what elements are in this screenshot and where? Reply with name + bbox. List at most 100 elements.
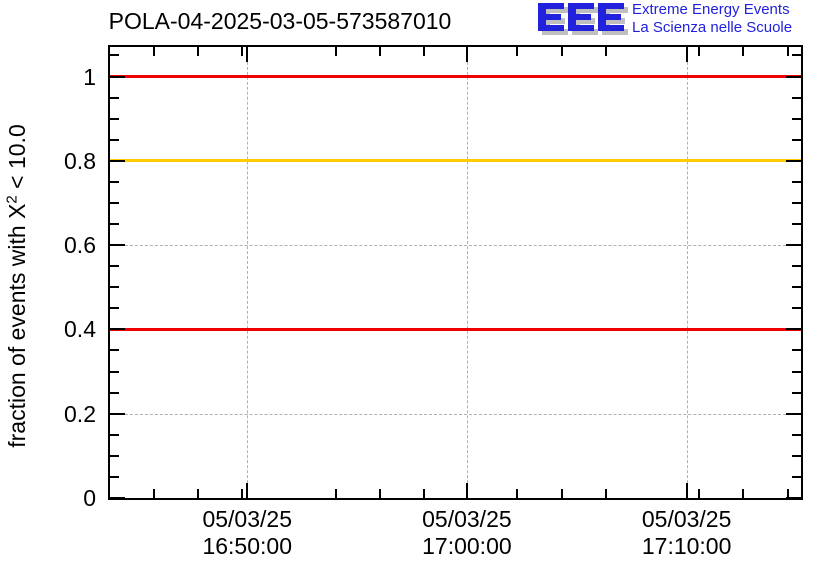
eee-logo: Extreme Energy Events La Scienza nelle S… [534,1,834,39]
tick-minor-bottom [742,489,745,498]
tick-minor-top [560,47,563,56]
tick-minor-left [110,349,119,352]
threshold-line-upper-limit [110,75,801,78]
y-tick-label: 0.6 [64,232,96,259]
tick-minor-right [792,370,801,373]
x-tick-label: 05/03/25 16:50:00 [152,506,342,560]
y-tick-label: 0 [83,485,96,511]
tick-minor-bottom [604,489,607,498]
tick-minor-top [516,47,519,56]
tick-minor-bottom [241,489,244,498]
tick-minor-right [792,223,801,226]
y-tick-label: 1 [83,63,96,90]
tick-minor-top [742,47,745,56]
tick-major-left [110,497,125,498]
tick-minor-left [110,201,119,204]
threshold-line-lower-limit [110,327,801,331]
tick-major-right [786,328,801,331]
x-axis-tick-labels: 05/03/25 16:50:00 05/03/25 17:00:00 05/03/25… [0,506,836,566]
tick-major-bottom [246,483,249,498]
tick-minor-top [378,47,381,56]
tick-minor-left [110,138,119,141]
x-tick-label-date: 05/03/25 [422,506,512,532]
tick-minor-right [792,391,801,394]
gridline-horizontal [110,245,801,247]
tick-minor-bottom [378,489,381,498]
tick-minor-top [241,47,244,56]
tick-minor-left [110,180,119,183]
tick-minor-right [792,117,801,120]
tick-major-left [110,412,125,415]
tick-minor-top [786,47,789,56]
gridline-horizontal [110,413,801,415]
tick-minor-right [792,349,801,352]
tick-major-right [786,75,801,78]
tick-minor-left [110,286,119,289]
x-tick-label-time: 16:50:00 [202,533,292,559]
tick-minor-bottom [698,489,701,498]
eee-logo-mark-icon [538,3,628,35]
tick-minor-top [698,47,701,56]
tick-minor-right [792,265,801,268]
tick-minor-top [334,47,337,56]
y-tick-label: 0.8 [64,147,96,174]
x-tick-label: 05/03/25 17:00:00 [372,506,562,560]
tick-minor-left [110,454,119,457]
tick-minor-top [422,47,425,56]
tick-minor-top [196,47,199,56]
tick-minor-left [110,265,119,268]
gridline-vertical [247,47,249,498]
tick-minor-right [792,475,801,478]
tick-minor-top [152,47,155,56]
tick-minor-bottom [152,489,155,498]
x-tick-label-time: 17:00:00 [422,533,512,559]
tick-minor-right [792,286,801,289]
tick-major-left [110,75,125,78]
tick-minor-left [110,223,119,226]
tick-minor-left [110,54,119,57]
eee-logo-line1: Extreme Energy Events [632,1,790,18]
tick-minor-right [792,180,801,183]
tick-major-right [786,412,801,415]
tick-minor-right [792,454,801,457]
tick-minor-left [110,433,119,436]
tick-minor-bottom [516,489,519,498]
y-axis-tick-labels: 0 0.2 0.4 0.6 0.8 1 [0,45,102,510]
tick-minor-left [110,475,119,478]
tick-minor-bottom [786,489,789,498]
tick-minor-top [604,47,607,56]
tick-major-top [465,47,468,62]
tick-minor-left [110,96,119,99]
x-tick-label-date: 05/03/25 [641,506,732,532]
tick-major-right [786,497,801,498]
x-tick-label-time: 17:10:00 [641,533,732,559]
tick-minor-bottom [334,489,337,498]
tick-minor-right [792,307,801,310]
page-title: POLA-04-2025-03-05-573587010 [108,8,452,34]
plot-area [108,45,803,500]
tick-major-left [110,244,125,247]
tick-major-right [786,244,801,247]
tick-minor-bottom [196,489,199,498]
tick-minor-right [792,201,801,204]
tick-minor-right [792,54,801,57]
tick-minor-right [792,433,801,436]
tick-minor-left [110,117,119,120]
gridline-vertical [686,47,688,498]
tick-major-bottom [685,483,688,498]
x-tick-label-date: 05/03/25 [202,506,292,532]
tick-major-left [110,159,125,162]
eee-logo-text: Extreme Energy Events La Scienza nelle S… [632,1,792,37]
tick-minor-left [110,370,119,373]
tick-major-top [685,47,688,62]
tick-major-bottom [465,483,468,498]
tick-minor-bottom [422,489,425,498]
plot-inner [110,47,801,498]
tick-minor-left [110,307,119,310]
y-tick-label: 0.4 [64,316,96,343]
tick-major-left [110,328,125,331]
gridline-vertical [466,47,468,498]
y-tick-label: 0.2 [64,400,96,427]
eee-logo-line2: La Scienza nelle Scuole [632,19,793,36]
x-tick-label: 05/03/25 17:10:00 [592,506,782,560]
